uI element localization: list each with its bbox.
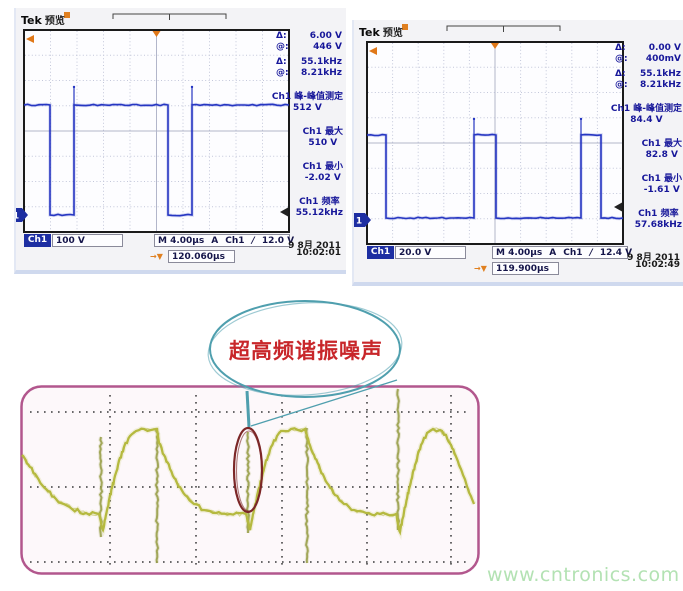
trigger-source: Ch1 — [225, 236, 245, 246]
delay-arrow-icon: →▼ — [150, 252, 163, 261]
measurement-peak-to-peak: Ch1 峰-峰值测定 84.4 V — [610, 104, 682, 125]
header-marker-icon — [402, 24, 408, 30]
tek-brand: Tek — [21, 14, 42, 27]
at-label: @: — [615, 54, 628, 64]
date-label: 9 8月 2011 — [627, 253, 680, 263]
scope-display-right: 1 — [354, 24, 624, 245]
resonance-spike — [154, 427, 160, 564]
ch1-trace — [366, 133, 624, 220]
time-label: 10:02:01 — [296, 248, 341, 258]
measurement-max: Ch1 最大 510 V — [302, 127, 343, 148]
rising-slope-icon: ∕ — [589, 248, 593, 258]
oscilloscope-capture-right: 1 Tek 预览 Δ: 0.00 V @: 400mV Δ: 55.1kHz @: 8.2… — [352, 20, 683, 286]
channel-1-marker: 1 — [354, 213, 371, 227]
measurement-max: Ch1 最大 82.8 V — [641, 139, 682, 160]
channel-badge: Ch1 — [367, 246, 394, 259]
at-label: @: — [276, 68, 289, 78]
trigger-level-arrow-icon — [280, 207, 288, 217]
scope-header: Tek 预览 — [21, 9, 65, 28]
preview-mode-label: 预览 — [382, 28, 403, 39]
sketch-waveform-plot — [20, 385, 480, 575]
delta-voltage: 6.00 V — [309, 31, 342, 41]
channel-1-marker: 1 — [16, 208, 28, 222]
delta-label: Δ: — [276, 31, 287, 41]
delay-time-readout: 119.900µs — [492, 262, 559, 275]
channel-badge: Ch1 — [24, 234, 51, 247]
watermark-text: www.cntronics.com — [487, 564, 680, 586]
trigger-position-icon — [491, 43, 499, 49]
measurement-frequency: Ch1 频率 55.12kHz — [295, 197, 343, 218]
at-frequency: 8.21kHz — [301, 68, 342, 78]
cursor-voltage-readout: Δ: 0.00 V @: 400mV — [615, 43, 681, 65]
cursor-frequency-readout: Δ: 55.1kHz @: 8.21kHz — [276, 57, 342, 79]
time-label: 10:02:49 — [635, 260, 680, 270]
at-label: @: — [615, 80, 628, 90]
measurement-peak-to-peak: Ch1 峰-峰值测定 512 V — [271, 92, 343, 113]
timebase: M 4.00µs — [496, 248, 543, 258]
cursor-voltage-readout: Δ: 6.00 V @: 446 V — [276, 31, 342, 53]
ch1-trace — [23, 103, 290, 217]
delay-time-readout: 120.060µs — [168, 250, 235, 263]
rising-slope-icon: ∕ — [251, 236, 255, 246]
scope-display-left: 1 — [16, 12, 290, 233]
cursor-frequency-readout: Δ: 55.1kHz @: 8.21kHz — [615, 69, 681, 91]
delta-voltage: 0.00 V — [648, 43, 681, 53]
tek-brand: Tek — [359, 26, 380, 39]
timebase: M 4.00µs — [158, 236, 205, 246]
scope-header: Tek 预览 — [359, 21, 403, 40]
at-voltage: 400mV — [645, 54, 681, 64]
delta-label: Δ: — [615, 43, 626, 53]
measurement-frequency: Ch1 频率 57.68kHz — [634, 209, 682, 230]
resonance-spike — [304, 427, 310, 564]
svg-text:1: 1 — [356, 217, 362, 227]
vertical-scale-readout: 20.0 V — [395, 246, 466, 259]
svg-text:1: 1 — [16, 212, 19, 222]
trigger-level: 12.4 V — [599, 248, 633, 258]
header-marker-icon — [64, 12, 70, 18]
delta-label: Δ: — [276, 57, 287, 67]
delay-arrow-icon: →▼ — [474, 264, 487, 273]
callout-text: 超高频谐振噪声 — [229, 339, 383, 363]
sketch-waveform-panel — [20, 385, 480, 575]
delta-frequency: 55.1kHz — [640, 69, 681, 79]
timebase-trigger-readout: M 4.00µs A Ch1 ∕ 12.4 V — [492, 246, 632, 259]
at-frequency: 8.21kHz — [640, 80, 681, 90]
trigger-source: Ch1 — [563, 248, 583, 258]
acquisition-window-bracket — [446, 25, 561, 32]
trigger-level: 12.0 V — [261, 236, 295, 246]
reference-marker-icon — [369, 47, 377, 55]
trigger-mode: A — [211, 236, 219, 246]
vertical-scale-readout: 100 V — [52, 234, 123, 247]
acquisition-window-bracket — [112, 13, 227, 20]
timebase-trigger-readout: M 4.00µs A Ch1 ∕ 12.0 V — [154, 234, 294, 247]
delta-frequency: 55.1kHz — [301, 57, 342, 67]
trigger-mode: A — [549, 248, 557, 258]
at-label: @: — [276, 42, 289, 52]
measurement-min: Ch1 最小 -2.02 V — [302, 162, 343, 183]
date-label: 9 8月 2011 — [288, 241, 341, 251]
reference-marker-icon — [26, 35, 34, 43]
measurement-min: Ch1 最小 -1.61 V — [641, 174, 682, 195]
preview-mode-label: 预览 — [44, 16, 65, 27]
resonance-spike — [395, 388, 401, 531]
trigger-level-arrow-icon — [614, 202, 622, 212]
at-voltage: 446 V — [313, 42, 342, 52]
trigger-position-icon — [152, 31, 161, 37]
delta-label: Δ: — [615, 69, 626, 79]
